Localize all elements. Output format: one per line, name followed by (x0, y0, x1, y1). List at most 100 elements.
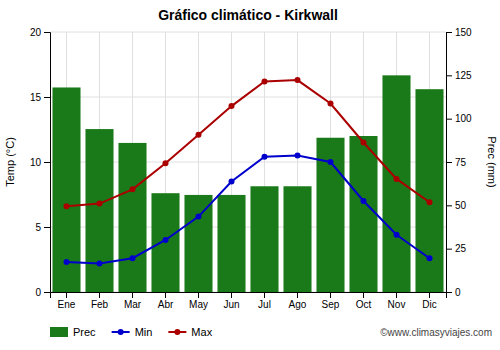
line (67, 156, 430, 264)
marks (52, 75, 443, 292)
marker (130, 186, 136, 192)
legend-item: Min (112, 326, 153, 338)
axis-line (51, 293, 447, 299)
tick: May (189, 292, 208, 310)
tick-label: 150 (455, 27, 472, 38)
bar-series (52, 75, 443, 292)
marker (262, 78, 268, 84)
tick-label: Jul (258, 299, 271, 310)
plot: EneFebMarAbrMayJunJulAgoSepOctNovDic0510… (30, 27, 472, 310)
tick: 100 (446, 113, 472, 124)
y2-axis: 0255075100125150 (446, 27, 472, 298)
bar (52, 87, 80, 292)
tick-mark (330, 292, 331, 298)
tick: 5 (35, 222, 50, 233)
title: Gráfico climático - Kirkwall (158, 7, 338, 23)
bar (415, 89, 443, 292)
marker (361, 198, 367, 204)
legend-label: Max (191, 326, 212, 338)
bar (283, 186, 311, 292)
tick: Nov (388, 292, 406, 310)
tick-mark (132, 292, 133, 298)
marker (394, 176, 400, 182)
tick: 25 (446, 243, 467, 254)
marker (295, 77, 301, 83)
tick-label: 125 (455, 70, 472, 81)
tick-mark (231, 292, 232, 298)
tick-label: 100 (455, 113, 472, 124)
tick-mark (363, 292, 364, 298)
tick: Abr (158, 292, 174, 310)
grid (50, 32, 446, 292)
bar (151, 193, 179, 292)
marker (328, 101, 334, 107)
legend-item: Prec (50, 326, 96, 338)
legend-label: Prec (73, 326, 96, 338)
tick-mark (44, 292, 50, 293)
y-axis-title: Temp (°C) (4, 137, 16, 187)
tick: 150 (446, 27, 472, 38)
bar (382, 75, 410, 292)
marker (196, 214, 202, 220)
tick-label: Nov (388, 299, 406, 310)
marker (64, 203, 70, 209)
marker (163, 160, 169, 166)
tick-label: Mar (124, 299, 142, 310)
tick-mark (446, 75, 452, 76)
tick-mark (44, 227, 50, 228)
legend: Prec Min Max (50, 326, 213, 338)
tick-label: Sep (322, 299, 340, 310)
tick: 20 (30, 27, 50, 38)
marker (262, 154, 268, 160)
marker (163, 237, 169, 243)
tick-mark (44, 32, 50, 33)
tick-label: Feb (91, 299, 109, 310)
marker (97, 260, 103, 266)
tick: Ene (58, 292, 76, 310)
line-series (64, 77, 433, 209)
x-axis: EneFebMarAbrMayJunJulAgoSepOctNovDic (51, 292, 447, 310)
tick-mark (297, 292, 298, 298)
marker (427, 199, 433, 205)
tick-mark (99, 292, 100, 298)
line-series (64, 153, 433, 267)
tick-label: Ene (58, 299, 76, 310)
tick-mark (165, 292, 166, 298)
legend-swatch (50, 327, 68, 337)
tick: Sep (322, 292, 340, 310)
y2-axis-title: Prec (mm) (486, 136, 498, 187)
tick-label: 15 (30, 92, 42, 103)
tick: 125 (446, 70, 472, 81)
tick-label: 0 (455, 287, 461, 298)
tick-mark (66, 292, 67, 298)
tick-label: Dic (422, 299, 436, 310)
tick-mark (396, 292, 397, 298)
marker (328, 159, 334, 165)
tick-mark (446, 162, 452, 163)
tick: 75 (446, 157, 467, 168)
marker (130, 255, 136, 261)
tick-mark (446, 32, 452, 33)
marker (361, 140, 367, 146)
tick-label: 5 (35, 222, 41, 233)
tick: Feb (91, 292, 109, 310)
tick-mark (429, 292, 430, 298)
tick-label: May (189, 299, 208, 310)
bar (118, 143, 146, 292)
bar (217, 195, 245, 292)
tick-label: 20 (30, 27, 42, 38)
tick: Jun (223, 292, 239, 310)
tick-mark (446, 119, 452, 120)
tick-label: Abr (158, 299, 174, 310)
tick-label: Jun (223, 299, 239, 310)
y-axis: 05101520 (30, 27, 51, 298)
legend-item: Max (168, 326, 212, 338)
tick-mark (198, 292, 199, 298)
axis-line (447, 33, 453, 293)
tick-label: 75 (455, 157, 467, 168)
annotation: ©www.climasyviajes.com (380, 327, 492, 338)
marker (97, 201, 103, 207)
tick-mark (446, 249, 452, 250)
tick-label: Ago (289, 299, 307, 310)
marker (229, 179, 235, 185)
